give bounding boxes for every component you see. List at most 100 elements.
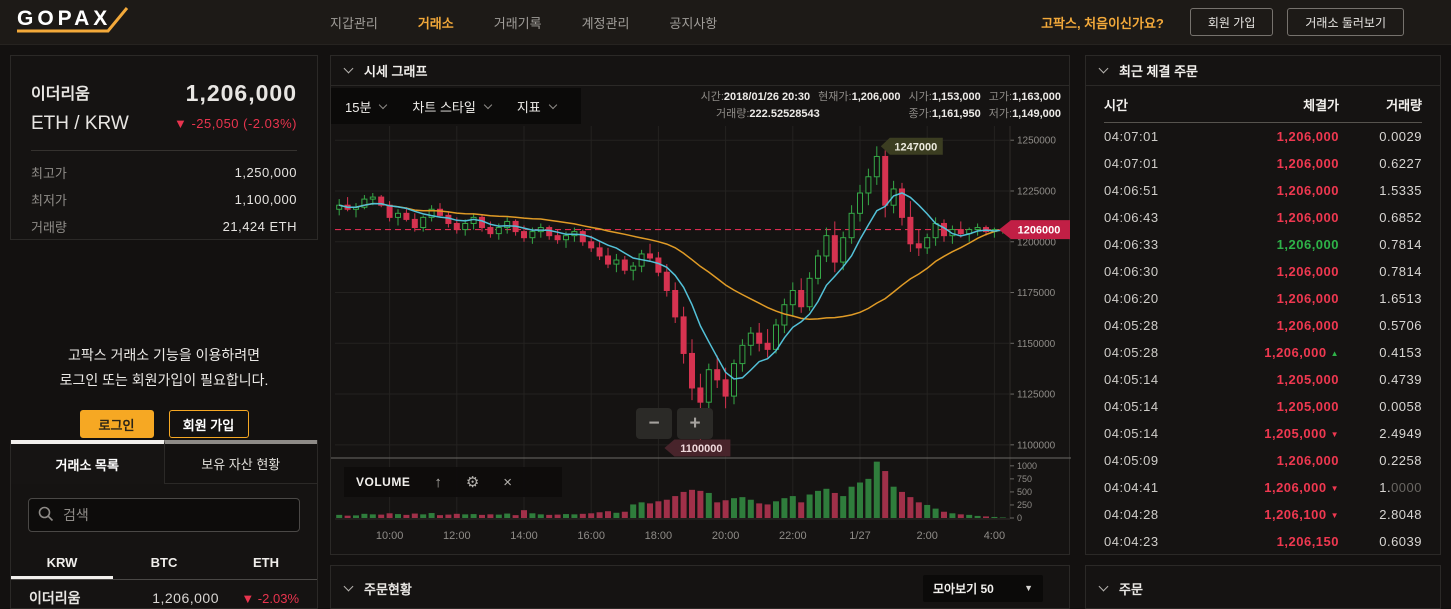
trades-table-body: 04:07:01 1,206,000 0.0029 04:07:01 1,206… — [1086, 123, 1440, 554]
table-row[interactable]: 04:05:09 1,206,000 0.2258 — [1086, 447, 1440, 474]
zoom-out-button[interactable]: − — [636, 408, 672, 439]
chart-style-dropdown[interactable]: 차트 스타일 — [412, 97, 493, 116]
trade-volume: 0.4153 — [1379, 345, 1422, 360]
interval-dropdown[interactable]: 15분 — [345, 97, 388, 116]
collapse-chevron-icon — [343, 63, 354, 74]
svg-text:1206000: 1206000 — [1018, 225, 1061, 237]
collapse-chevron-icon — [1098, 63, 1109, 74]
signup-cta-button[interactable]: 회원 가입 — [168, 410, 249, 438]
signup-button[interactable]: 회원 가입 — [1189, 8, 1274, 36]
table-row[interactable]: 04:07:01 1,206,000 0.6227 — [1086, 150, 1440, 177]
trade-price: 1,206,000 — [1276, 210, 1339, 225]
column-header-price: 체결가 — [1303, 97, 1339, 113]
table-row[interactable]: 04:07:01 1,206,000 0.0029 — [1086, 123, 1440, 150]
order-panel-header[interactable]: 주문 — [1086, 566, 1440, 609]
market-tab-1[interactable]: 보유 자산 현황 — [163, 440, 317, 484]
gopax-logo[interactable]: GOPAX — [16, 4, 176, 41]
currency-tab-eth[interactable]: ETH — [253, 555, 279, 570]
info-low: 1,149,000 — [1012, 108, 1061, 120]
price-chart[interactable]: 10:00 12:00 14:00 16:00 18:00 20:00 22:00 1/27 2… — [331, 126, 1071, 556]
volume-pane-controls: VOLUME ↑ ⚙ × — [344, 467, 562, 497]
nav-item-3[interactable]: 계정관리 — [581, 15, 630, 31]
market-tab-0[interactable]: 거래소 목록 — [11, 440, 164, 484]
list-item[interactable]: 이더리움 1,206,000 ▼ -2.03% — [11, 580, 317, 609]
exchange-tour-button[interactable]: 거래소 둘러보기 — [1287, 8, 1404, 36]
nav-item-2[interactable]: 거래기록 — [493, 15, 542, 31]
table-row[interactable]: 04:05:14 1,205,000 0.4739 — [1086, 366, 1440, 393]
chart-panel: 시세 그래프 15분 차트 스타일 지표 — [330, 55, 1071, 556]
trade-price: 1,206,000 — [1276, 264, 1339, 279]
table-row[interactable]: 04:05:14 1,205,000 0.0058 — [1086, 393, 1440, 420]
divider — [31, 150, 297, 151]
group-by-dropdown[interactable]: 모아보기 50 ▼ — [923, 574, 1043, 602]
collapse-chevron-icon — [1098, 581, 1109, 591]
indicator-dropdown[interactable]: 지표 — [517, 97, 558, 116]
trade-time: 04:05:14 — [1104, 426, 1159, 441]
table-row[interactable]: 04:04:28 1,206,100 ▼ 2.8048 — [1086, 501, 1440, 528]
table-row[interactable]: 04:06:20 1,206,000 1.6513 — [1086, 285, 1440, 312]
search-input[interactable] — [28, 498, 300, 532]
coin-pair: ETH / KRW — [31, 113, 129, 134]
login-button[interactable]: 로그인 — [79, 410, 154, 438]
info-time: 2018/01/26 20:30 — [723, 91, 811, 103]
trade-volume: 0.6852 — [1379, 210, 1422, 225]
table-row[interactable]: 04:05:28 1,206,000 ▲ 0.4153 — [1086, 339, 1440, 366]
nav-item-0[interactable]: 지갑관리 — [330, 15, 378, 31]
order-panel-title: 주문 — [1119, 581, 1143, 597]
trade-volume: 1.6513 — [1379, 291, 1422, 306]
move-up-icon[interactable]: ↑ — [434, 473, 442, 491]
table-row[interactable]: 04:04:41 1,206,000 ▼ 1.0000 — [1086, 474, 1440, 501]
caret-down-icon: ▼ — [1024, 583, 1033, 593]
svg-text:500: 500 — [1017, 487, 1032, 497]
candlestick-chart-svg: 10:00 12:00 14:00 16:00 18:00 20:00 22:00 1/27 2… — [331, 126, 1071, 542]
gopax-logo-graphic: GOPAX — [17, 7, 129, 32]
top-header: GOPAX 지갑관리 거래소 거래기록 계정관리 공지사항 고팍스, 처음이신가요? 회… — [0, 0, 1451, 45]
trade-time: 04:04:28 — [1104, 507, 1159, 522]
column-header-volume: 거래량 — [1386, 97, 1422, 113]
trade-time: 04:06:20 — [1104, 291, 1159, 306]
search-icon — [38, 506, 54, 527]
info-open: 1,153,000 — [931, 91, 981, 103]
nav-item-1[interactable]: 거래소 — [417, 15, 454, 31]
currency-tab-btc[interactable]: BTC — [150, 555, 178, 570]
svg-text:20:00: 20:00 — [712, 530, 740, 542]
table-row[interactable]: 04:06:51 1,206,000 1.5335 — [1086, 177, 1440, 204]
chart-panel-header[interactable]: 시세 그래프 — [331, 56, 1069, 86]
chevron-down-icon — [379, 100, 388, 110]
trade-volume: 1.5335 — [1379, 183, 1422, 198]
gear-icon[interactable]: ⚙ — [465, 473, 480, 491]
recent-trades-header[interactable]: 최근 체결 주문 — [1086, 56, 1440, 86]
close-icon[interactable]: × — [503, 473, 513, 491]
table-row[interactable]: 04:05:28 1,206,000 0.5706 — [1086, 312, 1440, 339]
header-right: 고팍스, 처음이신가요? 회원 가입 거래소 둘러보기 — [1041, 8, 1404, 36]
svg-text:250: 250 — [1017, 500, 1032, 510]
table-row[interactable]: 04:06:43 1,206,000 0.6852 — [1086, 204, 1440, 231]
svg-text:1100000: 1100000 — [1017, 440, 1056, 451]
trade-price: 1,206,100 ▼ — [1264, 507, 1339, 522]
trade-time: 04:07:01 — [1104, 129, 1159, 144]
table-row[interactable]: 04:06:33 1,206,000 0.7814 — [1086, 231, 1440, 258]
table-row[interactable]: 04:06:30 1,206,000 0.7814 — [1086, 258, 1440, 285]
login-cta-line1: 고팍스 거래소 기능을 이용하려면 — [68, 347, 260, 363]
recent-trades-title: 최근 체결 주문 — [1119, 64, 1198, 79]
stat-label: 거래량 — [31, 220, 67, 235]
svg-text:750: 750 — [1017, 474, 1032, 484]
trade-volume: 0.0058 — [1379, 399, 1422, 414]
stat-value: 1,100,000 — [234, 192, 297, 207]
trades-column-headers: 시간 체결가 거래량 — [1104, 86, 1422, 123]
currency-tab-krw[interactable]: KRW — [11, 546, 113, 579]
svg-text:2:00: 2:00 — [916, 530, 937, 542]
table-row[interactable]: 04:05:14 1,205,000 ▼ 2.4949 — [1086, 420, 1440, 447]
column-header-time: 시간 — [1104, 97, 1128, 113]
order-status-header[interactable]: 주문현황 모아보기 50 ▼ — [331, 566, 1069, 609]
info-high: 1,163,000 — [1012, 91, 1061, 103]
nav-item-4[interactable]: 공지사항 — [669, 15, 718, 31]
svg-text:0: 0 — [1017, 513, 1022, 523]
coin-row-price: 1,206,000 — [152, 590, 219, 606]
svg-text:14:00: 14:00 — [510, 530, 538, 542]
stat-row: 최고가 1,250,000 — [31, 159, 297, 186]
table-row[interactable]: 04:04:23 1,206,150 0.6039 — [1086, 528, 1440, 554]
zoom-in-button[interactable]: + — [677, 408, 713, 439]
trade-price: 1,205,000 ▼ — [1264, 426, 1339, 441]
